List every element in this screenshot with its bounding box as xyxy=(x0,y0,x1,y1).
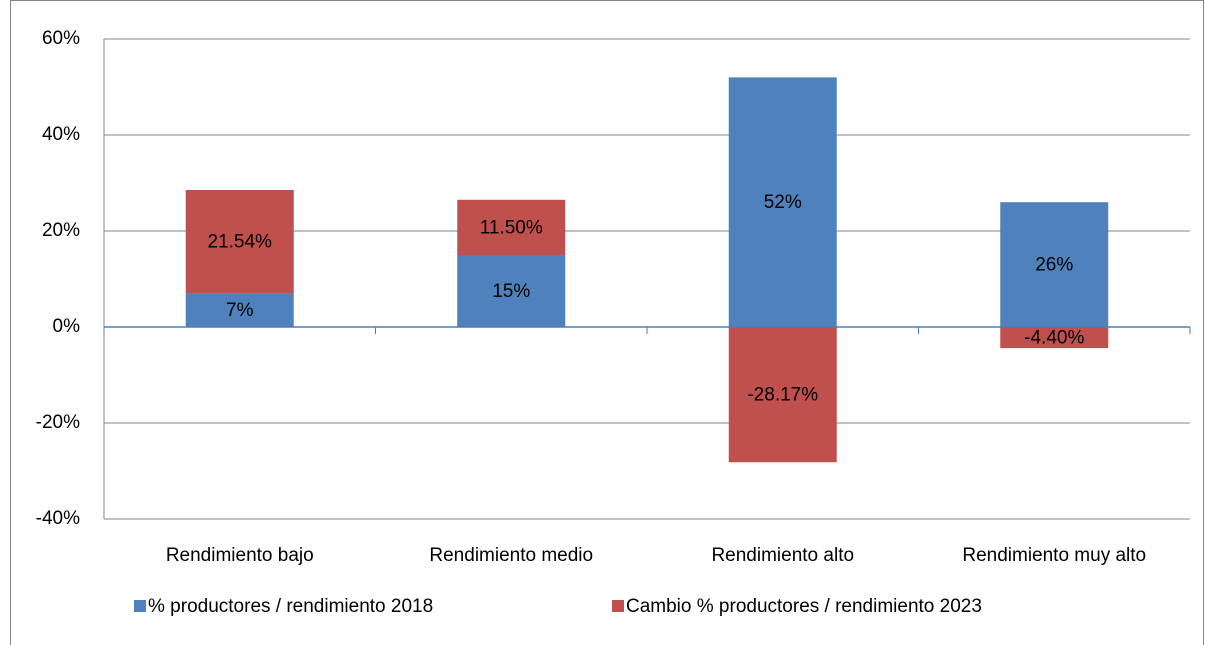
x-tick-label: Rendimiento muy alto xyxy=(962,545,1146,566)
bar-segment xyxy=(457,199,566,255)
legend-label: Cambio % productores / rendimiento 2023 xyxy=(626,596,982,617)
bar-segment xyxy=(457,255,566,327)
legend-label: % productores / rendimiento 2018 xyxy=(148,596,433,617)
y-tick-label: 40% xyxy=(42,124,80,145)
legend-swatch xyxy=(612,600,624,612)
bar-segment xyxy=(1000,202,1109,327)
bar-segment xyxy=(185,190,294,294)
data-label: 21.54% xyxy=(208,232,273,253)
data-label: -4.40% xyxy=(1024,328,1084,349)
y-tick-label: 0% xyxy=(53,316,81,337)
x-tick-label: Rendimiento medio xyxy=(429,545,593,566)
bar-segment xyxy=(1000,327,1109,349)
y-tick-label: -20% xyxy=(36,412,80,433)
y-tick-label: 60% xyxy=(42,28,80,49)
data-label: -28.17% xyxy=(747,385,818,406)
data-label: 11.50% xyxy=(480,217,543,238)
data-label: 26% xyxy=(1035,255,1073,276)
data-label: 52% xyxy=(764,192,802,213)
y-tick-label: 20% xyxy=(42,220,80,241)
y-tick-label: -40% xyxy=(36,508,80,529)
x-tick-label: Rendimiento alto xyxy=(711,545,854,566)
data-label: 15% xyxy=(492,281,530,302)
x-tick-label: Rendimiento bajo xyxy=(166,545,314,566)
bar-segment xyxy=(728,327,837,463)
data-label: 7% xyxy=(226,300,254,321)
legend-swatch xyxy=(134,600,146,612)
bar-segment xyxy=(185,293,294,327)
bar-segment xyxy=(728,77,837,328)
